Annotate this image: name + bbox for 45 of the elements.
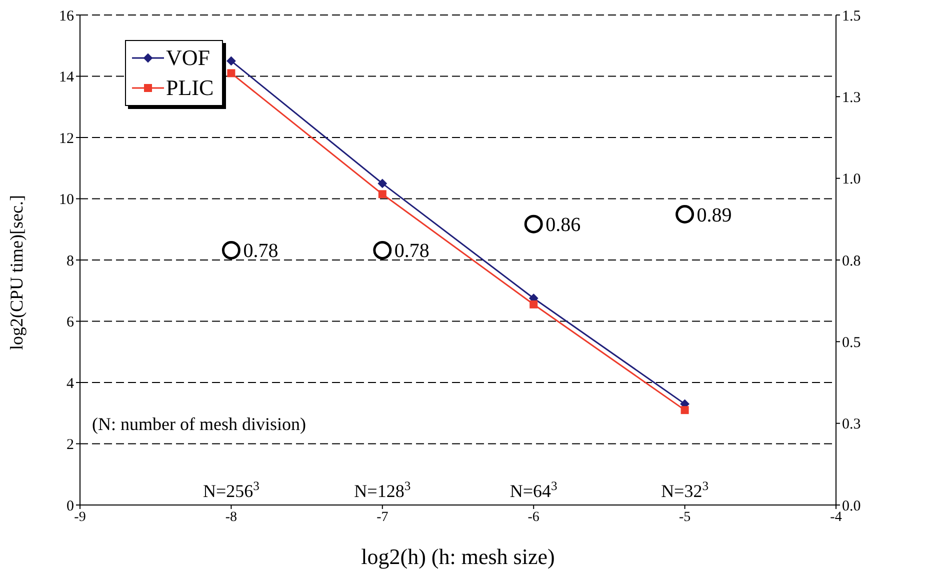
point: [226, 56, 236, 66]
y-tick-label: 10: [59, 192, 74, 208]
y-axis-title: log2(CPU time)[sec.]: [6, 195, 26, 350]
x-tick-label: -4: [830, 510, 842, 525]
y2-tick-label: 0.3: [842, 416, 861, 433]
x-tick-label: -7: [376, 510, 388, 525]
y-tick-label: 12: [59, 130, 74, 147]
y2-tick-label: 1.3: [842, 90, 861, 106]
x-axis-title: log2(h) (h: mesh size): [361, 544, 555, 569]
y-tick-label: 16: [59, 8, 74, 24]
y-tick-label: 14: [59, 70, 74, 86]
legend-label: PLIC: [166, 74, 214, 102]
y2-tick-label: 1.0: [842, 172, 861, 188]
point: [676, 205, 694, 224]
point: [680, 406, 689, 414]
data-label: 0.78: [243, 240, 278, 262]
y-tick-label: 2: [66, 437, 74, 454]
y-tick-label: 6: [66, 314, 74, 331]
point: [222, 240, 240, 260]
data-label: 0.89: [696, 204, 732, 226]
point: [227, 69, 236, 78]
annotation: (N: number of mesh division): [92, 414, 306, 434]
annotation: N=256$^{3}$: [202, 479, 260, 501]
legend-label: VOF: [166, 44, 210, 72]
annotation: N=64$^{3}$: [510, 479, 558, 501]
y2-tick-label: 1.5: [842, 8, 861, 24]
point: [524, 214, 543, 234]
annotation: N=32$^{3}$: [661, 479, 709, 501]
y-tick-label: 0: [66, 498, 74, 514]
x-tick-label: -5: [678, 510, 691, 525]
y2-tick-label: 0.8: [842, 253, 861, 270]
point: [378, 178, 387, 188]
y2-tick-label: 0.5: [842, 334, 861, 351]
x-tick-label: -6: [528, 510, 540, 525]
x-tick-label: -8: [225, 510, 238, 525]
annotation: N=128$^{3}$: [354, 479, 411, 501]
point: [373, 240, 392, 260]
y-tick-label: 8: [66, 253, 74, 270]
x-tick-label: -9: [74, 510, 86, 525]
data-label: 0.86: [546, 214, 581, 236]
y2-tick-label: 0.0: [842, 498, 861, 514]
point: [378, 190, 386, 198]
data-label: 0.78: [394, 240, 430, 262]
y-tick-label: 4: [66, 376, 74, 392]
point: [530, 300, 538, 308]
